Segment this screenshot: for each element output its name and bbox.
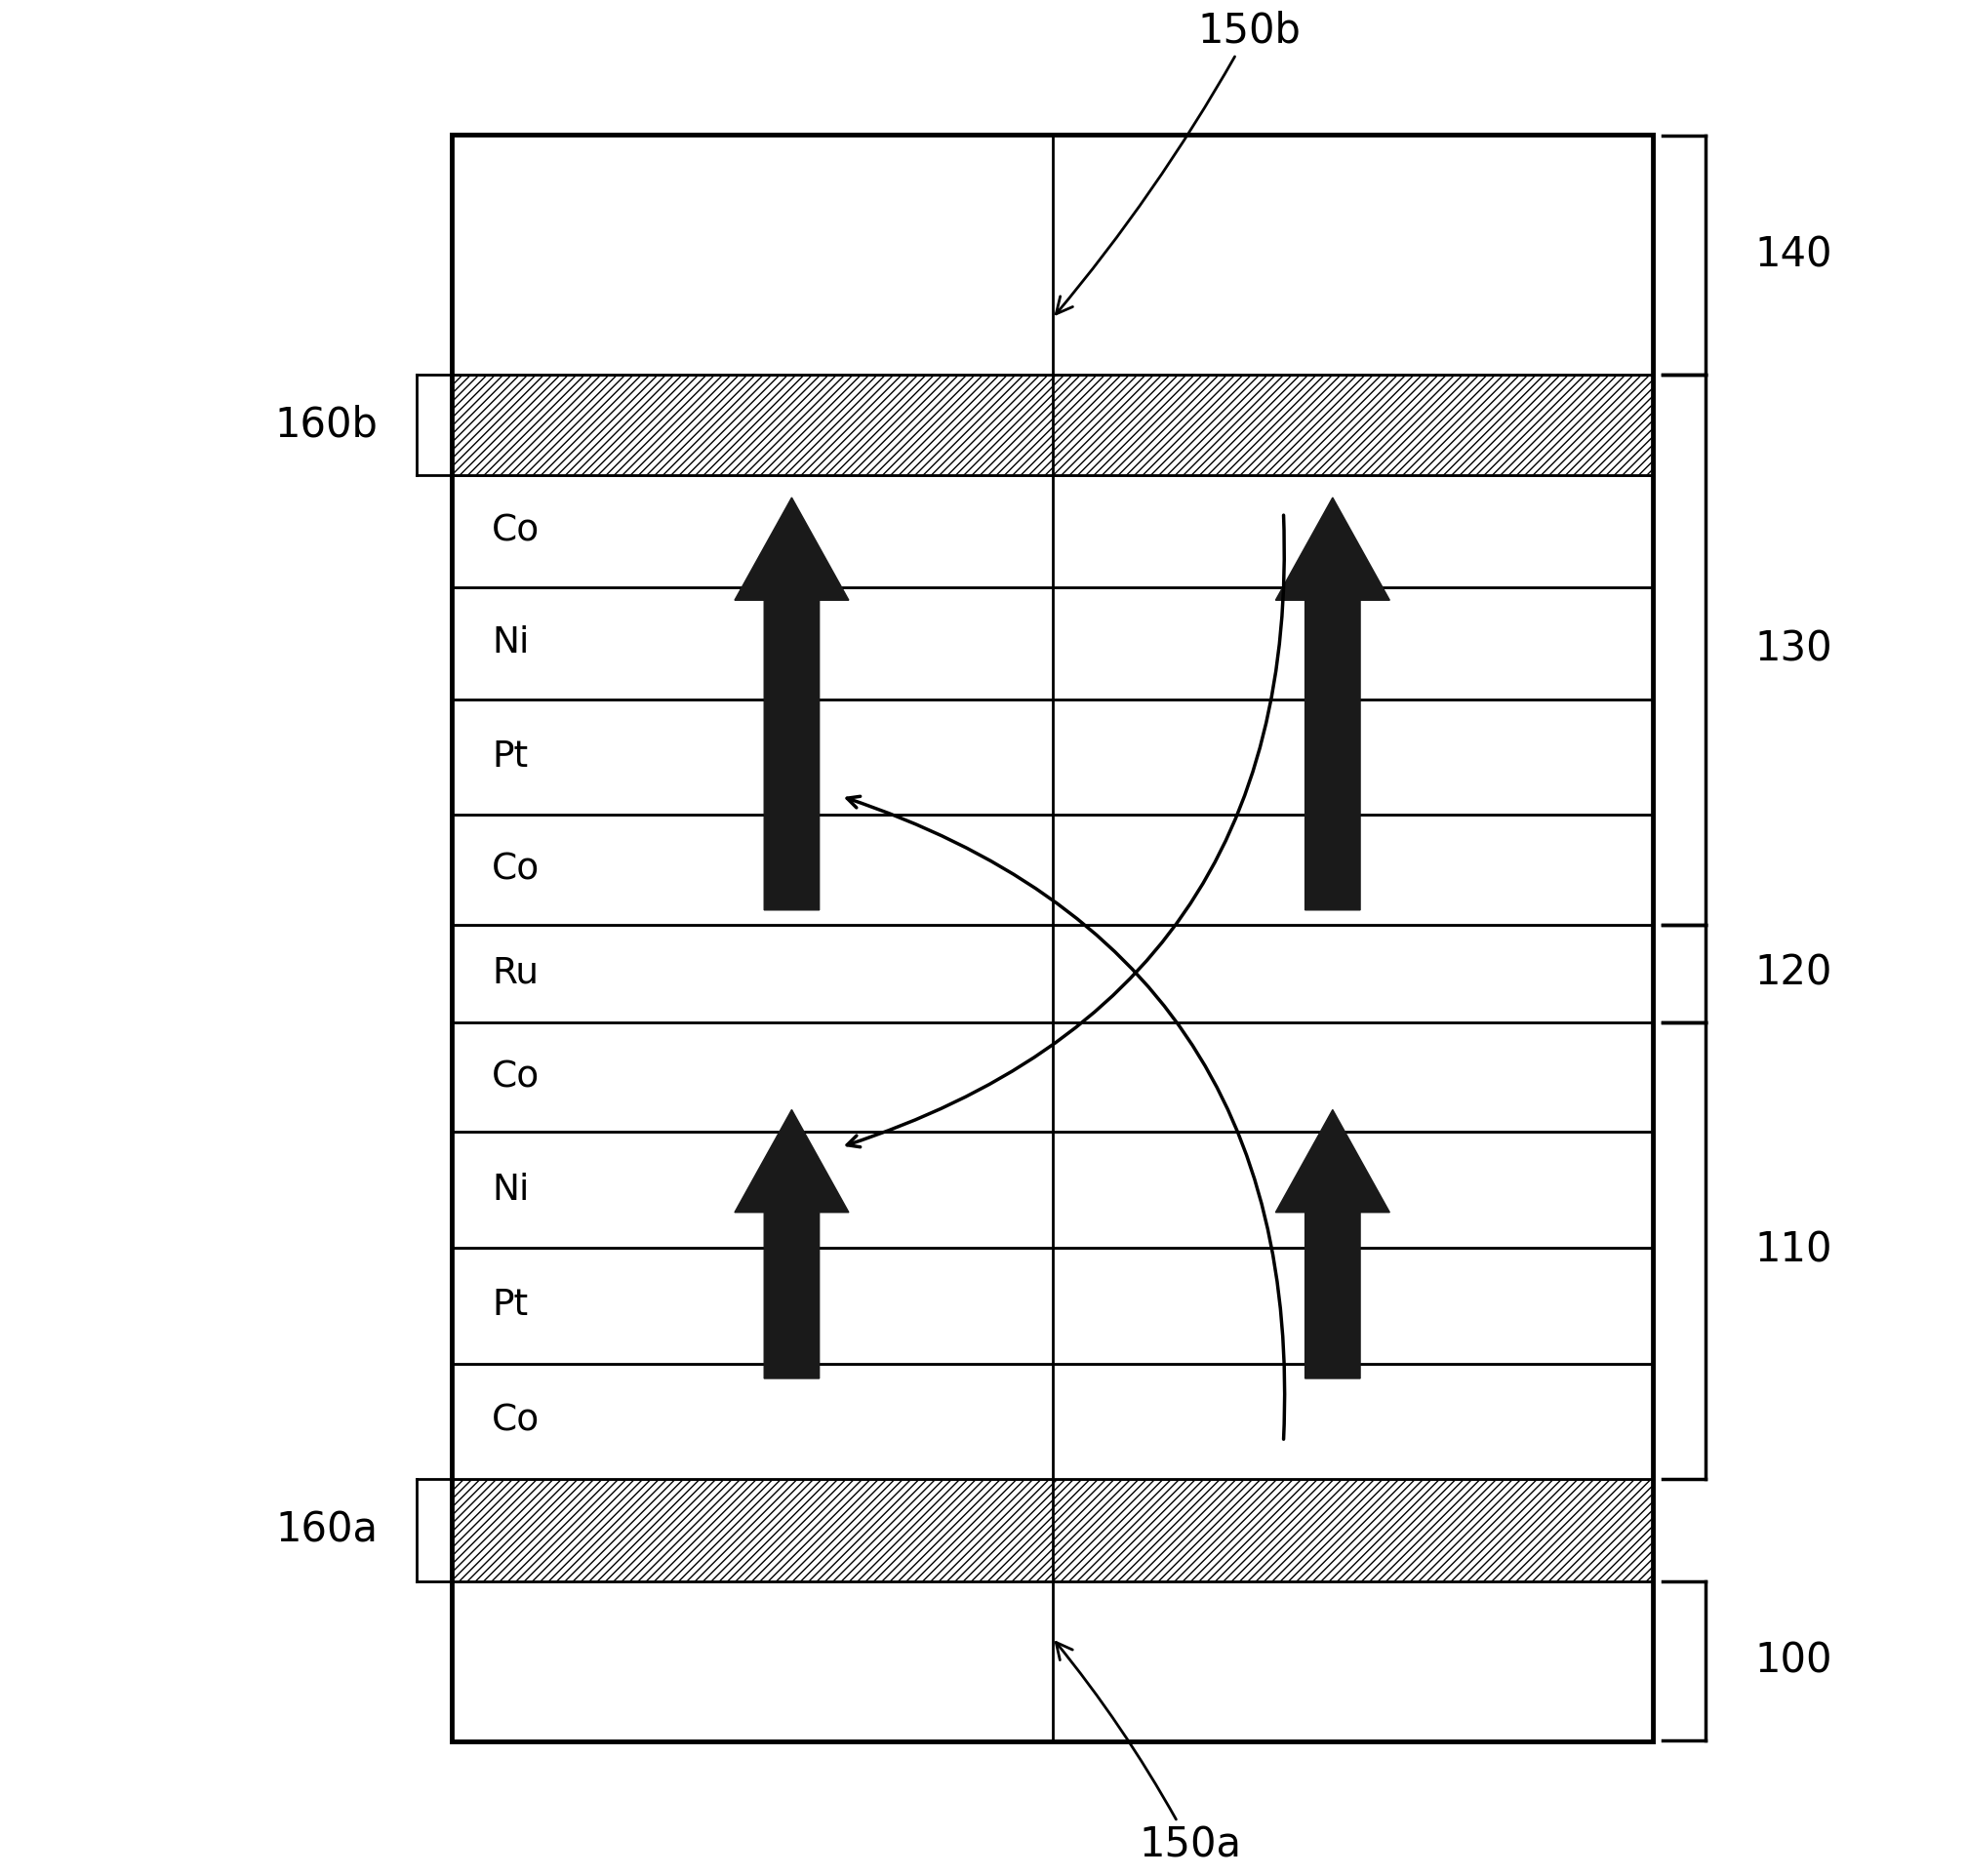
Text: Co: Co: [492, 1060, 539, 1094]
Bar: [452, 135, 1652, 1741]
Text: 150b: 150b: [1056, 11, 1300, 313]
FancyArrow shape: [1275, 1111, 1389, 1379]
Bar: [452, 700, 1652, 814]
Text: Ni: Ni: [492, 1172, 529, 1208]
Text: 140: 140: [1755, 234, 1831, 276]
Bar: [452, 587, 1652, 700]
Bar: [452, 375, 1652, 475]
Bar: [452, 475, 1652, 587]
Bar: [452, 1131, 1652, 1248]
Text: 100: 100: [1755, 1642, 1831, 1681]
Text: Co: Co: [492, 852, 539, 887]
FancyArrow shape: [1275, 497, 1389, 910]
Text: 110: 110: [1755, 1231, 1831, 1272]
Text: 160a: 160a: [275, 1510, 378, 1551]
Text: Pt: Pt: [492, 739, 527, 775]
Bar: [452, 1248, 1652, 1364]
Text: Co: Co: [492, 1403, 539, 1439]
Bar: [452, 1581, 1652, 1741]
Text: 120: 120: [1755, 953, 1831, 994]
Bar: [452, 925, 1652, 1022]
Text: Pt: Pt: [492, 1289, 527, 1323]
FancyArrow shape: [736, 497, 850, 910]
Bar: [452, 135, 1652, 375]
Text: Ru: Ru: [492, 957, 539, 991]
Bar: [452, 814, 1652, 925]
Bar: [452, 1478, 1652, 1581]
FancyArrow shape: [736, 1111, 850, 1379]
Bar: [452, 1022, 1652, 1131]
Text: 130: 130: [1755, 628, 1831, 670]
Text: 160b: 160b: [273, 405, 378, 445]
Text: Ni: Ni: [492, 625, 529, 660]
Text: 150a: 150a: [1056, 1642, 1241, 1865]
Bar: [452, 1364, 1652, 1478]
Text: Co: Co: [492, 514, 539, 548]
